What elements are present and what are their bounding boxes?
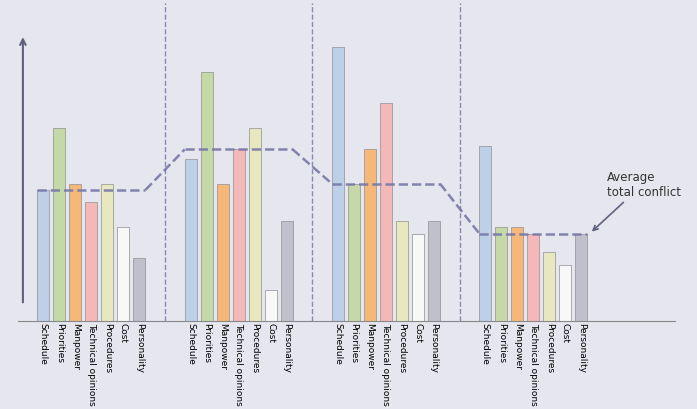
Bar xyxy=(396,222,408,321)
Bar xyxy=(412,234,424,321)
Bar xyxy=(559,265,572,321)
Bar xyxy=(54,128,66,321)
Bar xyxy=(544,253,556,321)
Bar xyxy=(281,222,293,321)
Bar xyxy=(496,228,507,321)
Bar xyxy=(201,72,213,321)
Bar xyxy=(185,160,197,321)
Bar xyxy=(380,103,392,321)
Bar xyxy=(528,234,539,321)
Bar xyxy=(85,203,98,321)
Bar xyxy=(428,222,440,321)
Bar xyxy=(217,184,229,321)
Bar xyxy=(575,234,588,321)
Bar xyxy=(265,290,277,321)
Bar xyxy=(101,184,114,321)
Bar xyxy=(117,228,130,321)
Bar xyxy=(348,184,360,321)
Bar xyxy=(133,259,146,321)
Bar xyxy=(480,147,491,321)
Bar xyxy=(69,184,82,321)
Bar xyxy=(249,128,261,321)
Bar xyxy=(38,191,49,321)
Text: Average
total conflict: Average total conflict xyxy=(593,170,680,231)
Bar xyxy=(332,47,344,321)
Bar xyxy=(364,150,376,321)
Bar xyxy=(233,150,245,321)
Bar xyxy=(512,228,523,321)
